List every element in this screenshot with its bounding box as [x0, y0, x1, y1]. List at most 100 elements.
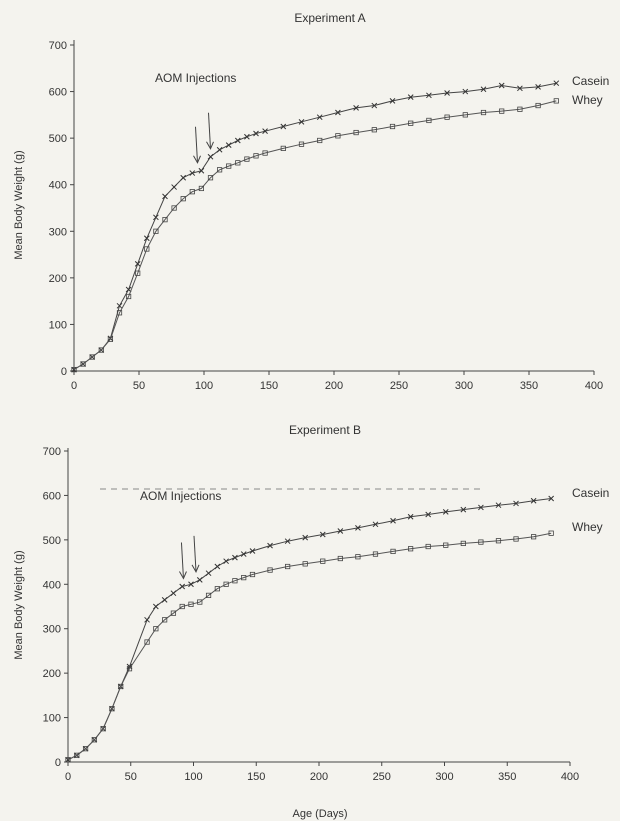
- series-line: [67, 532, 552, 761]
- data-point: [232, 554, 238, 561]
- data-point: [226, 163, 232, 169]
- data-point: [407, 94, 414, 101]
- data-point: [171, 184, 177, 190]
- data-point: [337, 528, 344, 534]
- y-tick-label: 300: [43, 624, 61, 636]
- data-point: [235, 160, 241, 166]
- data-point: [530, 497, 537, 504]
- data-point: [495, 502, 502, 509]
- data-point: [298, 118, 305, 125]
- data-point: [548, 530, 554, 536]
- series-label-casein: Casein: [572, 74, 609, 88]
- y-tick-label: 300: [49, 226, 67, 238]
- x-tick-label: 400: [561, 771, 579, 783]
- x-tick-label: 150: [247, 771, 265, 783]
- data-point: [180, 174, 187, 181]
- annotation-arrow: [206, 112, 214, 150]
- data-point: [107, 336, 113, 342]
- data-point: [109, 706, 115, 712]
- data-point: [553, 98, 559, 104]
- data-point: [460, 540, 466, 547]
- y-tick-label: 100: [49, 319, 67, 331]
- data-point: [170, 610, 177, 616]
- data-point: [198, 185, 204, 192]
- data-point: [426, 117, 432, 124]
- data-point: [372, 521, 379, 528]
- x-tick-label: 100: [195, 380, 213, 392]
- data-point: [116, 302, 123, 309]
- series-line: [67, 498, 552, 761]
- data-point: [171, 205, 177, 211]
- data-point: [443, 542, 449, 548]
- data-point: [353, 129, 359, 136]
- y-tick-label: 700: [43, 446, 61, 458]
- data-point: [499, 108, 505, 114]
- data-point: [316, 114, 323, 121]
- y-axis-label: Mean Body Weight (g): [13, 550, 25, 659]
- data-point: [240, 551, 247, 557]
- annotation-arrow: [179, 542, 187, 580]
- y-tick-label: 500: [43, 535, 61, 547]
- data-point: [98, 347, 104, 353]
- data-point: [371, 127, 377, 133]
- data-point: [232, 578, 238, 584]
- x-axis-label: Age (Days): [292, 808, 347, 820]
- data-point: [71, 367, 77, 373]
- data-point: [444, 114, 450, 120]
- data-point: [517, 85, 523, 92]
- data-point: [116, 310, 123, 316]
- data-point: [355, 554, 361, 560]
- data-point: [408, 546, 414, 552]
- data-point: [161, 596, 168, 603]
- series-label-whey: Whey: [572, 93, 603, 107]
- data-point: [197, 599, 203, 605]
- y-axis-label: Mean Body Weight (g): [13, 150, 25, 259]
- data-point: [74, 752, 80, 758]
- data-point: [188, 601, 194, 607]
- x-tick-label: 400: [585, 380, 603, 392]
- data-point: [531, 534, 537, 540]
- data-point: [280, 123, 287, 130]
- data-point: [223, 558, 229, 565]
- data-point: [126, 293, 132, 300]
- data-point: [513, 500, 519, 507]
- y-tick-label: 0: [55, 757, 61, 769]
- data-point: [553, 80, 560, 87]
- y-tick-label: 200: [43, 668, 61, 680]
- tick-group: 0 50 100 150 200 250 300 350 400 0 100 200 300 400 500…: [49, 40, 604, 392]
- annotation-arrow: [193, 126, 201, 164]
- data-point: [244, 156, 250, 162]
- data-point: [535, 84, 541, 90]
- data-point: [205, 570, 212, 577]
- data-point: [372, 551, 379, 557]
- data-point: [207, 153, 214, 160]
- data-point: [337, 555, 343, 562]
- data-point: [498, 82, 505, 89]
- data-point: [253, 130, 259, 137]
- data-point: [478, 504, 484, 511]
- data-point: [478, 539, 484, 545]
- data-point: [214, 563, 221, 570]
- data-point: [462, 112, 468, 118]
- data-point: [126, 666, 133, 672]
- data-point: [480, 86, 487, 93]
- series-group: [71, 80, 560, 373]
- data-point: [408, 120, 414, 126]
- data-point: [134, 261, 141, 267]
- x-tick-label: 100: [184, 771, 202, 783]
- series-casein: [71, 80, 560, 373]
- data-point: [188, 581, 194, 588]
- data-point: [144, 616, 150, 623]
- data-point: [216, 146, 223, 153]
- data-point: [71, 366, 77, 373]
- data-point: [353, 105, 359, 111]
- data-point: [153, 228, 159, 234]
- data-point: [390, 517, 396, 524]
- series-group: [65, 495, 555, 763]
- data-point: [223, 581, 229, 587]
- data-point: [225, 142, 232, 148]
- x-tick-label: 350: [520, 380, 538, 392]
- data-point: [244, 133, 250, 140]
- data-point: [407, 513, 414, 520]
- data-point: [389, 98, 396, 104]
